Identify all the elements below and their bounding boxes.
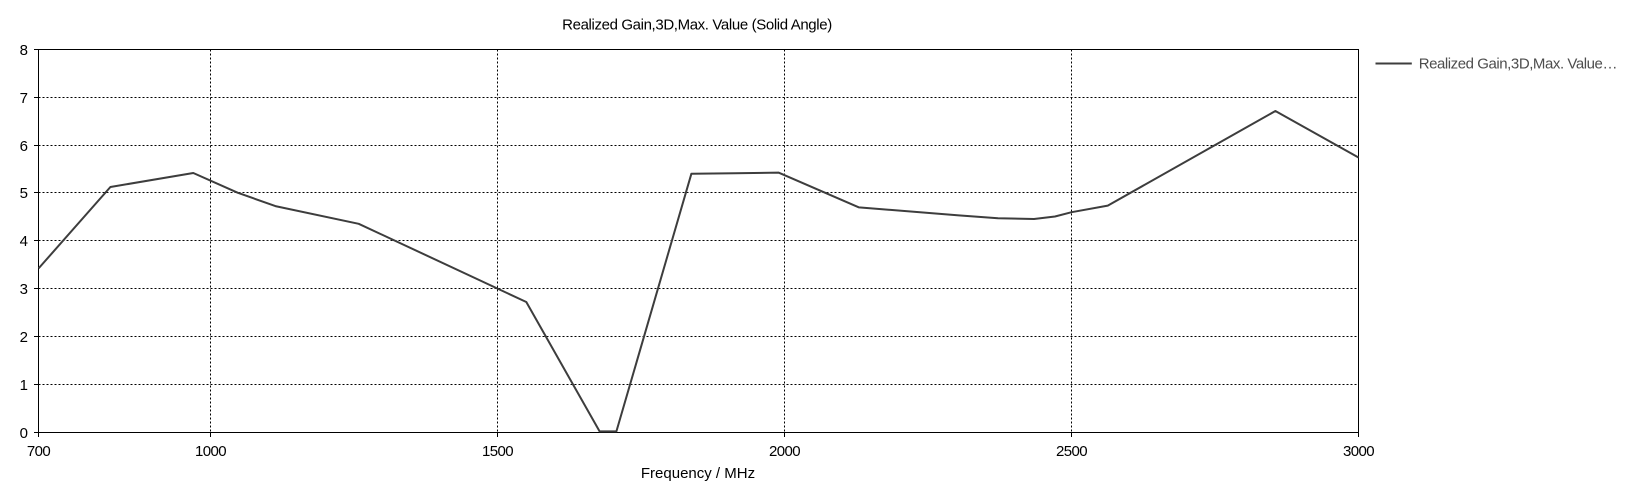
svg-text:1000: 1000 <box>195 443 226 460</box>
svg-text:2500: 2500 <box>1056 443 1087 460</box>
svg-text:Realized Gain,3D,Max. Value…: Realized Gain,3D,Max. Value… <box>1419 56 1617 73</box>
svg-text:5: 5 <box>20 185 28 202</box>
svg-text:3: 3 <box>20 281 28 298</box>
svg-text:1: 1 <box>20 377 28 394</box>
svg-text:Realized Gain,3D,Max. Value (S: Realized Gain,3D,Max. Value (Solid Angle… <box>562 17 832 34</box>
svg-text:7: 7 <box>20 90 28 107</box>
svg-text:2000: 2000 <box>769 443 800 460</box>
svg-text:0: 0 <box>20 425 28 442</box>
svg-text:700: 700 <box>27 443 50 460</box>
svg-text:4: 4 <box>20 233 28 250</box>
svg-text:1500: 1500 <box>482 443 513 460</box>
svg-text:3000: 3000 <box>1343 443 1374 460</box>
svg-text:6: 6 <box>20 138 28 155</box>
svg-text:2: 2 <box>20 329 28 346</box>
svg-text:8: 8 <box>20 42 28 59</box>
svg-text:Frequency / MHz: Frequency / MHz <box>641 465 755 482</box>
